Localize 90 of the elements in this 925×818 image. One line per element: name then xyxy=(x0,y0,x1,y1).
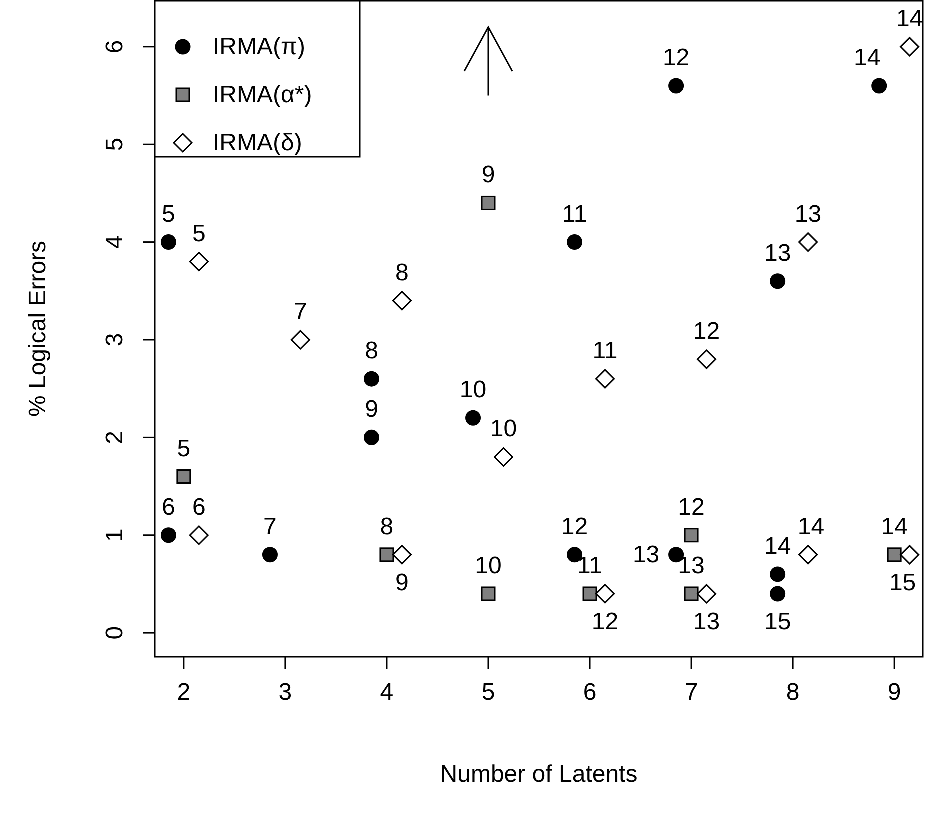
annotation: 8 xyxy=(380,513,394,540)
x-tick-label: 4 xyxy=(380,679,394,706)
x-tick-label: 6 xyxy=(583,679,597,706)
y-tick-label: 4 xyxy=(102,236,128,249)
annotation: 11 xyxy=(578,552,602,580)
y-tick-label: 2 xyxy=(102,431,128,444)
annotation: 8 xyxy=(396,259,409,286)
x-tick-label: 5 xyxy=(482,679,496,706)
y-tick-label: 6 xyxy=(102,40,128,54)
point xyxy=(900,37,920,57)
point xyxy=(364,430,380,446)
annotation: 5 xyxy=(192,220,206,248)
y-tick-label: 1 xyxy=(102,528,128,542)
x-tick-label: 3 xyxy=(278,679,292,706)
annotation: 5 xyxy=(177,435,191,462)
annotation: 8 xyxy=(365,338,378,365)
y-tick-label: 5 xyxy=(102,138,128,152)
point xyxy=(189,526,209,546)
point xyxy=(189,252,209,272)
point xyxy=(887,548,902,562)
annotation: 13 xyxy=(794,200,822,228)
point xyxy=(380,548,394,562)
y-axis-title: % Logical Errors xyxy=(24,240,52,418)
annotation: 12 xyxy=(693,318,720,346)
annotation: 9 xyxy=(365,396,378,424)
annotation: 14 xyxy=(798,513,825,540)
point xyxy=(392,545,412,565)
point xyxy=(466,410,482,426)
point xyxy=(668,78,684,94)
point xyxy=(160,234,176,250)
legend-label: IRMA(π) xyxy=(213,34,306,60)
annotation: 13 xyxy=(764,240,792,267)
point xyxy=(290,330,310,350)
annotation: 14 xyxy=(881,513,908,540)
annotation: 7 xyxy=(264,513,277,540)
annotation: 13 xyxy=(632,541,660,568)
point xyxy=(900,545,920,565)
annotation: 12 xyxy=(561,513,588,540)
point xyxy=(770,566,786,582)
point xyxy=(494,447,514,467)
annotation: 14 xyxy=(896,5,924,32)
x-tick-label: 7 xyxy=(684,679,698,706)
annotation: 6 xyxy=(162,494,176,521)
annotation: 14 xyxy=(764,532,792,560)
annotation: 10 xyxy=(475,552,502,580)
point xyxy=(798,545,818,565)
point xyxy=(364,371,380,387)
annotation: 15 xyxy=(889,569,916,596)
y-tick-label: 0 xyxy=(102,626,128,640)
legend-label: IRMA(δ) xyxy=(213,130,302,156)
annotation: 10 xyxy=(490,416,518,443)
x-tick-label: 9 xyxy=(888,679,902,706)
annotation: 10 xyxy=(460,376,487,404)
point xyxy=(595,584,615,604)
point xyxy=(582,586,598,602)
annotation: 15 xyxy=(764,608,792,636)
annotation: 7 xyxy=(294,298,308,326)
point xyxy=(595,369,615,389)
annotation: 13 xyxy=(693,608,720,636)
annotation: 5 xyxy=(162,200,176,228)
point xyxy=(770,586,786,602)
x-axis-title: Number of Latents xyxy=(440,761,638,788)
legend-label: IRMA(α*) xyxy=(213,82,312,108)
annotation: 12 xyxy=(678,494,705,521)
point xyxy=(684,586,699,602)
annotation: 12 xyxy=(662,44,690,72)
point xyxy=(160,528,176,544)
point xyxy=(697,584,717,604)
point xyxy=(481,586,496,602)
point xyxy=(392,291,412,311)
annotation: 9 xyxy=(396,569,409,596)
point xyxy=(770,274,786,290)
annotation: 14 xyxy=(854,44,881,72)
point xyxy=(872,78,888,94)
annotation: 11 xyxy=(562,200,588,228)
y-tick-label: 3 xyxy=(102,333,128,347)
x-tick-label: 8 xyxy=(786,679,800,706)
annotation: 12 xyxy=(592,608,619,636)
point xyxy=(684,528,699,543)
annotation: 9 xyxy=(482,162,496,189)
annotation: 13 xyxy=(678,552,705,580)
point xyxy=(176,470,192,484)
point xyxy=(798,232,818,252)
point xyxy=(567,234,583,250)
point xyxy=(481,196,496,210)
x-tick-label: 2 xyxy=(177,679,191,706)
annotation: 6 xyxy=(192,494,206,521)
point xyxy=(697,350,717,370)
point xyxy=(262,547,278,563)
annotation: 11 xyxy=(592,338,618,365)
